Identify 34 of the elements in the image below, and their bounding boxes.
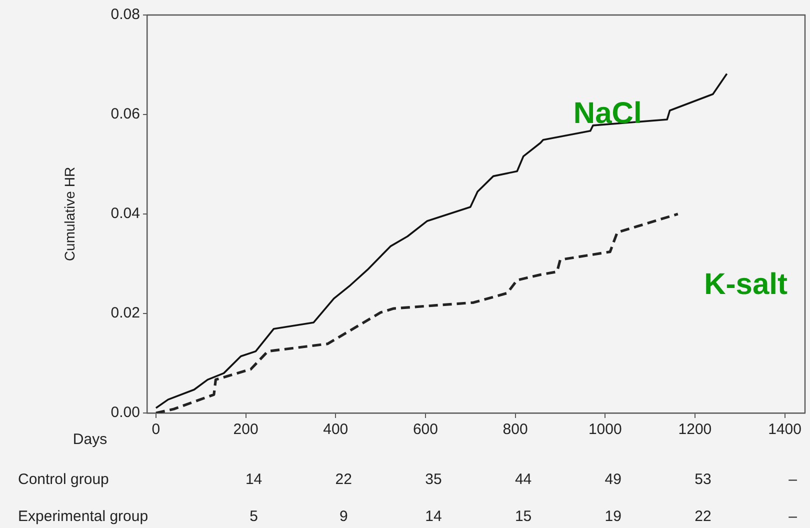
x-tick-label: 400 [323,421,348,438]
text: 22 [694,508,712,526]
text: 53 [694,471,712,488]
x-tick-label: 600 [412,421,438,438]
x-tick-label: 0 [152,421,160,438]
x-tick-label: 200 [233,421,258,438]
text: 5 [250,508,258,526]
text: – [788,508,798,526]
text: 14 [245,471,262,488]
text: 35 [425,471,442,488]
text: 15 [514,508,532,526]
x-tick-label: 1400 [768,421,802,438]
text: – [788,471,798,488]
text: 49 [604,471,622,488]
line-series [154,212,680,413]
y-axis-title: Cumulative HR [61,166,78,262]
series-label: K-salt [704,268,788,301]
text: Experimental group [18,508,148,526]
text: 44 [514,471,532,488]
y-tick-label: 0.00 [110,404,140,422]
y-tick-label: 0.08 [110,6,140,24]
series-label: NaCl [573,96,642,130]
y-tick-label: 0.04 [110,205,140,222]
text: Control group [18,471,109,488]
text: 19 [604,508,622,526]
text: 22 [335,471,352,488]
x-axis-title: Days [72,431,108,448]
text: 9 [339,508,348,526]
text: 14 [425,508,442,526]
y-tick-label: 0.06 [110,106,140,123]
x-tick-label: 1000 [588,421,622,438]
x-tick-label: 800 [502,421,528,438]
y-tick-label: 0.02 [110,304,140,322]
x-tick-label: 1200 [678,421,712,438]
